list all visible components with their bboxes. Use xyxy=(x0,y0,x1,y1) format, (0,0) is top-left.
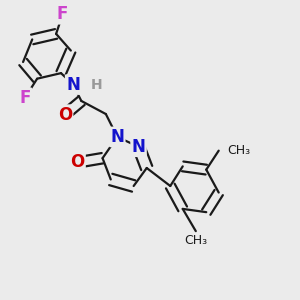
Text: F: F xyxy=(19,89,31,107)
Text: F: F xyxy=(57,5,68,23)
Text: CH₃: CH₃ xyxy=(184,234,207,248)
Text: N: N xyxy=(66,76,80,94)
Text: N: N xyxy=(110,128,124,146)
Text: O: O xyxy=(70,153,85,171)
Text: N: N xyxy=(132,138,145,156)
Text: O: O xyxy=(58,106,72,124)
Text: CH₃: CH₃ xyxy=(227,144,250,157)
Text: H: H xyxy=(91,78,103,92)
